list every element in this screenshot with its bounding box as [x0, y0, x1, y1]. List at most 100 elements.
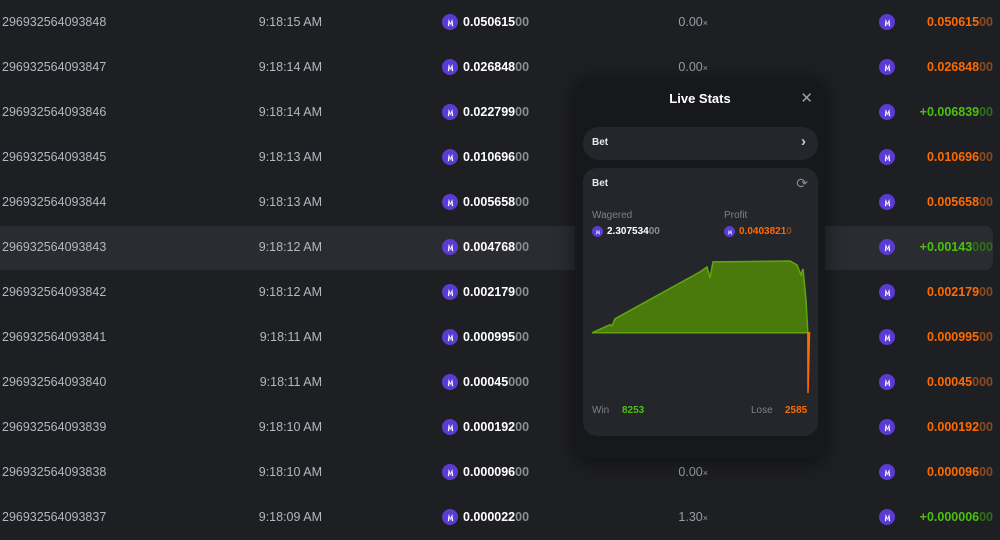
bet-amount-main: 0.050615	[463, 15, 516, 29]
table-row[interactable]: 296932564093848 9:18:15 AM 0.05061500 0.…	[0, 1, 993, 45]
bet-id[interactable]: 296932564093838	[2, 465, 107, 479]
bet-amount-dim: 00	[515, 465, 530, 479]
bet-amount-dim: 00	[515, 420, 530, 434]
multiplier-suffix: ×	[702, 63, 708, 73]
wagered-label: Wagered	[592, 210, 633, 221]
payout-dim: 000	[972, 240, 993, 254]
bet-id[interactable]: 296932564093848	[2, 15, 107, 29]
table-row[interactable]: 296932564093843 9:18:12 AM 0.00476800 +0…	[0, 226, 993, 270]
multiplier-value: 0.00	[678, 15, 703, 29]
table-row[interactable]: 296932564093840 9:18:11 AM 0.00045000 0.…	[0, 361, 993, 405]
table-row[interactable]: 296932564093837 9:18:09 AM 0.00002200 1.…	[0, 496, 993, 540]
payout-dim: 00	[979, 510, 993, 524]
multiplier-suffix: ×	[702, 468, 708, 478]
payout-amount: 0.02684800	[927, 60, 993, 74]
bet-amount-dim: 00	[515, 330, 530, 344]
coin-icon	[592, 226, 603, 237]
coin-icon	[879, 104, 895, 120]
table-row[interactable]: 296932564093841 9:18:11 AM 0.00099500 0.…	[0, 316, 993, 360]
coin-icon	[879, 59, 895, 75]
coin-icon	[442, 509, 458, 525]
stats-type-dropdown[interactable]: Bet ›	[583, 127, 818, 160]
payout-amount: 0.01069600	[927, 150, 993, 164]
bet-id[interactable]: 296932564093843	[2, 240, 107, 254]
profit-value: 0.04038210	[724, 226, 792, 237]
payout-dim: 00	[979, 330, 993, 344]
coin-icon	[442, 14, 458, 30]
bet-amount-dim: 00	[515, 105, 530, 119]
payout-dim: 00	[979, 285, 993, 299]
bet-id[interactable]: 296932564093844	[2, 195, 107, 209]
bet-id[interactable]: 296932564093841	[2, 330, 107, 344]
payout-main: 0.000995	[926, 330, 980, 344]
bet-time: 9:18:11 AM	[259, 375, 322, 389]
bet-id[interactable]: 296932564093846	[2, 105, 107, 119]
table-row[interactable]: 296932564093845 9:18:13 AM 0.01069600 0.…	[0, 136, 993, 180]
bet-time: 9:18:10 AM	[258, 420, 322, 434]
bet-amount: 0.05061500	[463, 15, 529, 29]
bet-amount-dim: 00	[515, 510, 530, 524]
bet-time: 9:18:12 AM	[258, 240, 322, 254]
table-row[interactable]: 296932564093842 9:18:12 AM 0.00217900 0.…	[0, 271, 993, 315]
win-count: 8253	[622, 405, 645, 416]
coin-icon	[879, 419, 895, 435]
coin-icon	[879, 149, 895, 165]
multiplier: 0.00×	[678, 60, 708, 74]
coin-icon	[442, 239, 458, 255]
bet-amount-dim: 00	[515, 285, 530, 299]
bet-id[interactable]: 296932564093837	[2, 510, 107, 524]
bet-amount-dim: 00	[515, 150, 530, 164]
bet-id[interactable]: 296932564093840	[2, 375, 107, 389]
payout-main: +0.00143	[919, 240, 973, 254]
chevron-right-icon: ›	[801, 133, 806, 150]
table-row[interactable]: 296932564093839 9:18:10 AM 0.00019200 0.…	[0, 406, 993, 450]
refresh-icon[interactable]: ⟳	[796, 175, 808, 191]
payout-main: 0.00045	[926, 375, 973, 389]
coin-icon	[879, 509, 895, 525]
payout-dim: 00	[979, 195, 993, 209]
coin-icon	[879, 464, 895, 480]
bet-id[interactable]: 296932564093842	[2, 285, 107, 299]
payout-main: 0.000096	[926, 465, 980, 479]
bet-time: 9:18:09 AM	[258, 510, 322, 524]
bet-amount-main: 0.004768	[463, 240, 516, 254]
bet-amount-dim: 00	[515, 240, 530, 254]
bet-amount: 0.00045000	[463, 375, 529, 389]
payout-main: +0.006839	[919, 105, 980, 119]
bet-id[interactable]: 296932564093845	[2, 150, 107, 164]
bet-amount: 0.02279900	[463, 105, 529, 119]
bet-time: 9:18:14 AM	[258, 105, 322, 119]
payout-main: 0.050615	[926, 15, 980, 29]
bet-amount: 0.00565800	[463, 195, 529, 209]
payout-dim: 00	[979, 60, 993, 74]
coin-icon	[879, 194, 895, 210]
bet-time: 9:18:12 AM	[258, 285, 322, 299]
bet-id[interactable]: 296932564093839	[2, 420, 107, 434]
close-icon[interactable]: ✕	[800, 90, 813, 107]
payout-main: 0.010696	[926, 150, 980, 164]
multiplier-suffix: ×	[702, 513, 708, 523]
profit-dim: 0	[786, 226, 792, 237]
coin-icon	[879, 374, 895, 390]
bet-id[interactable]: 296932564093847	[2, 60, 107, 74]
bet-amount: 0.00019200	[463, 420, 529, 434]
profit-label: Profit	[724, 210, 748, 221]
payout-amount: 0.00099500	[927, 330, 993, 344]
table-row[interactable]: 296932564093847 9:18:14 AM 0.02684800 0.…	[0, 46, 993, 90]
payout-main: 0.026848	[926, 60, 980, 74]
table-row[interactable]: 296932564093844 9:18:13 AM 0.00565800 0.…	[0, 181, 993, 225]
coin-icon	[442, 464, 458, 480]
profit-area-positive	[591, 260, 809, 334]
payout-dim: 00	[979, 15, 993, 29]
payout-amount: 0.00019200	[927, 420, 993, 434]
bet-amount-main: 0.022799	[463, 105, 516, 119]
table-row[interactable]: 296932564093838 9:18:10 AM 0.00009600 0.…	[0, 451, 993, 495]
bet-amount: 0.01069600	[463, 150, 529, 164]
multiplier-value: 1.30	[678, 510, 703, 524]
wagered-value: 2.30753400	[592, 226, 660, 237]
coin-icon	[442, 194, 458, 210]
payout-dim: 000	[972, 375, 993, 389]
payout-main: 0.000192	[926, 420, 980, 434]
coin-icon	[442, 374, 458, 390]
table-row[interactable]: 296932564093846 9:18:14 AM 0.02279900 +0…	[0, 91, 993, 135]
